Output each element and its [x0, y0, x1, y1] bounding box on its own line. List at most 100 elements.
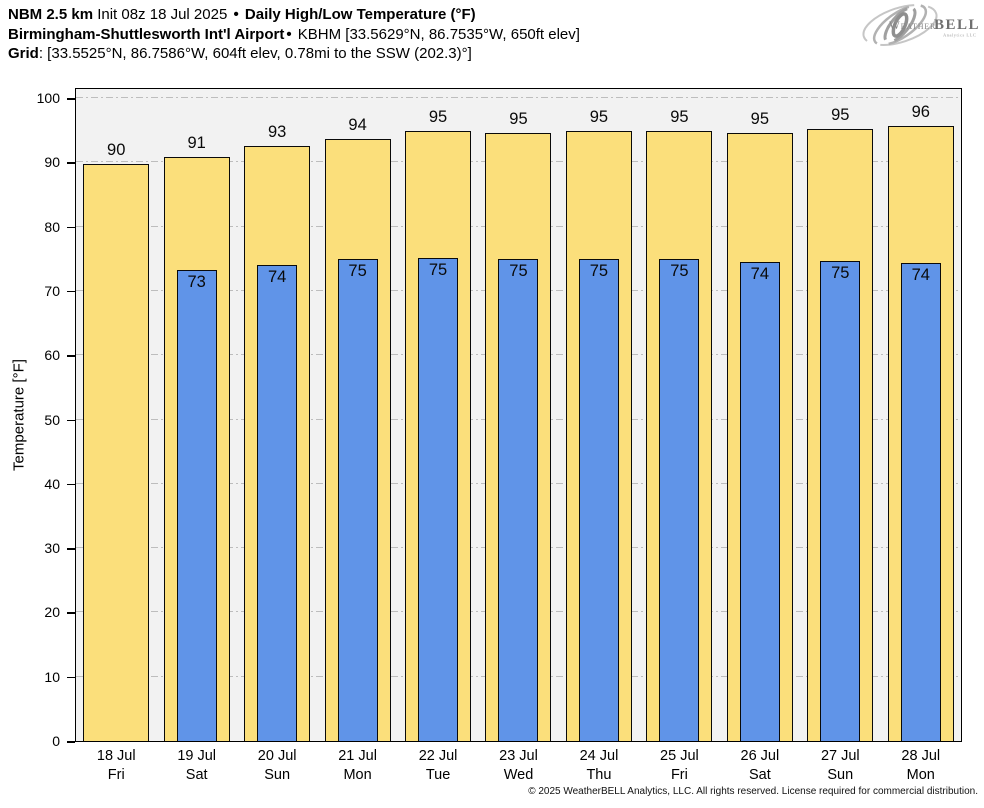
x-tick-date: 19 Jul — [177, 748, 217, 764]
low-bar: 73 — [176, 270, 217, 741]
x-tick-weekday: Thu — [586, 767, 612, 783]
bar-group: 95 74 26 Jul Sat — [720, 89, 800, 783]
x-tick-label: 23 Jul Wed — [468, 747, 568, 785]
y-tick-mark — [67, 483, 75, 486]
plot-area: 90 18 Jul Fri 91 73 19 Jul Sat 93 74 20 Jul Sun 94 7… — [75, 88, 962, 783]
x-tick-date: 23 Jul — [499, 748, 538, 764]
low-bar: 75 — [659, 259, 700, 741]
x-tick-weekday: Sun — [264, 767, 291, 783]
x-tick-date: 28 Jul — [901, 748, 941, 764]
y-tick-label: 50 — [44, 411, 60, 428]
x-tick-date: 21 Jul — [338, 748, 377, 764]
y-tick-label: 40 — [44, 475, 60, 492]
x-tick-label: 26 Jul Sat — [710, 747, 810, 785]
low-value-label: 73 — [187, 273, 206, 292]
bar-group: 95 75 23 Jul Wed — [478, 89, 558, 783]
high-value-label: 95 — [750, 109, 770, 128]
y-tick-mark — [67, 419, 75, 421]
high-bar: 95 75 — [807, 106, 874, 741]
bar-group: 93 74 20 Jul Sun — [237, 89, 317, 783]
bullet-separator: • — [233, 6, 239, 23]
bar-group: 95 75 27 Jul Sun — [800, 89, 880, 783]
grid-coordinates: : [33.5525°N, 86.7586°W, 604ft elev, 0.7… — [38, 45, 472, 62]
logo-bell-text: BELL — [934, 17, 980, 33]
low-value-label: 74 — [750, 264, 770, 283]
y-tick-mark — [67, 355, 75, 357]
x-tick-date: 27 Jul — [820, 748, 860, 764]
x-tick-date: 25 Jul — [660, 748, 699, 764]
high-value-label: 96 — [911, 102, 930, 121]
high-bar: 90 — [83, 141, 150, 741]
high-value-label: 90 — [107, 140, 126, 159]
x-tick-date: 24 Jul — [579, 748, 619, 764]
bar-group: 96 74 28 Jul Mon — [881, 89, 961, 783]
high-bar: 94 75 — [324, 116, 391, 741]
y-tick-label: 10 — [44, 668, 60, 685]
high-bar: 95 75 — [646, 108, 713, 741]
low-value-label: 75 — [831, 263, 850, 282]
low-value-label: 75 — [509, 261, 528, 280]
x-tick-label: 24 Jul Thu — [549, 747, 649, 785]
x-tick-date: 26 Jul — [740, 748, 780, 764]
y-tick-label: 70 — [44, 282, 60, 299]
y-tick-mark — [67, 676, 75, 679]
header-line-3: Grid: [33.5525°N, 86.7586°W, 604ft elev,… — [8, 44, 580, 64]
x-tick-weekday: Sat — [185, 767, 208, 783]
low-value-label: 74 — [911, 265, 930, 284]
y-tick-mark — [67, 612, 75, 614]
x-tick-date: 18 Jul — [96, 748, 136, 764]
high-bar: 95 75 — [565, 108, 632, 741]
weatherbell-logo: Weather BELL Analytics LLC — [862, 4, 980, 46]
x-tick-label: 25 Jul Fri — [629, 747, 729, 785]
high-value-label: 91 — [187, 133, 206, 152]
logo-weather-text: Weather — [889, 20, 936, 32]
y-gridline — [76, 97, 961, 98]
high-value-label: 94 — [348, 116, 367, 135]
high-value-label: 95 — [589, 107, 609, 126]
low-bar: 75 — [418, 258, 459, 741]
logo-analytics-text: Analytics LLC — [943, 33, 976, 38]
high-value-label: 93 — [267, 123, 287, 142]
y-tick-mark — [67, 98, 75, 100]
low-value-label: 74 — [267, 268, 287, 287]
x-tick-label: 19 Jul Sat — [146, 747, 246, 785]
y-tick-mark — [67, 162, 75, 164]
y-tick-label: 0 — [52, 733, 60, 749]
station-name: Birmingham-Shuttlesworth Int'l Airport — [8, 25, 285, 43]
x-tick-weekday: Fri — [670, 767, 688, 783]
y-tick-label: 80 — [44, 218, 60, 235]
high-bar: 96 74 — [887, 103, 954, 741]
chart-title: Daily High/Low Temperature (°F) — [240, 6, 476, 23]
high-bar: 93 74 — [244, 123, 311, 741]
model-name: NBM 2.5 km — [8, 6, 94, 23]
station-coordinates: KBHM [33.5629°N, 86.7535°W, 650ft elev] — [293, 25, 580, 43]
low-bar: 75 — [337, 258, 378, 741]
chart-header: NBM 2.5 km Init 08z 18 Jul 2025 • Daily … — [8, 5, 580, 64]
y-tick-label: 30 — [44, 540, 60, 557]
low-bar: 74 — [739, 261, 780, 741]
x-tick-label: 28 Jul Mon — [871, 747, 971, 785]
y-tick-mark — [67, 290, 75, 293]
y-tick-label: 20 — [44, 604, 60, 621]
x-tick-label: 27 Jul Sun — [790, 747, 890, 785]
header-line-2: Birmingham-Shuttlesworth Int'l Airport • … — [8, 25, 580, 45]
y-tick-mark — [67, 226, 75, 229]
low-value-label: 75 — [428, 261, 448, 280]
bullet-separator: • — [286, 25, 292, 43]
high-value-label: 95 — [670, 107, 689, 126]
high-bar: 91 73 — [163, 134, 230, 741]
x-tick-weekday: Wed — [503, 767, 534, 783]
high-value-label: 95 — [509, 109, 528, 128]
bar-group: 90 18 Jul Fri — [76, 89, 156, 783]
low-bar: 75 — [578, 259, 619, 741]
low-value-label: 75 — [348, 261, 367, 280]
y-tick-label: 100 — [36, 90, 60, 106]
bar-group: 91 73 19 Jul Sat — [156, 89, 236, 783]
x-tick-weekday: Fri — [107, 767, 125, 783]
x-tick-weekday: Mon — [906, 767, 935, 783]
high-value-label: 95 — [831, 105, 850, 124]
bar-group: 95 75 24 Jul Thu — [559, 89, 639, 783]
bar-group: 95 75 25 Jul Fri — [639, 89, 719, 783]
hurricane-swirl-icon — [862, 4, 938, 46]
